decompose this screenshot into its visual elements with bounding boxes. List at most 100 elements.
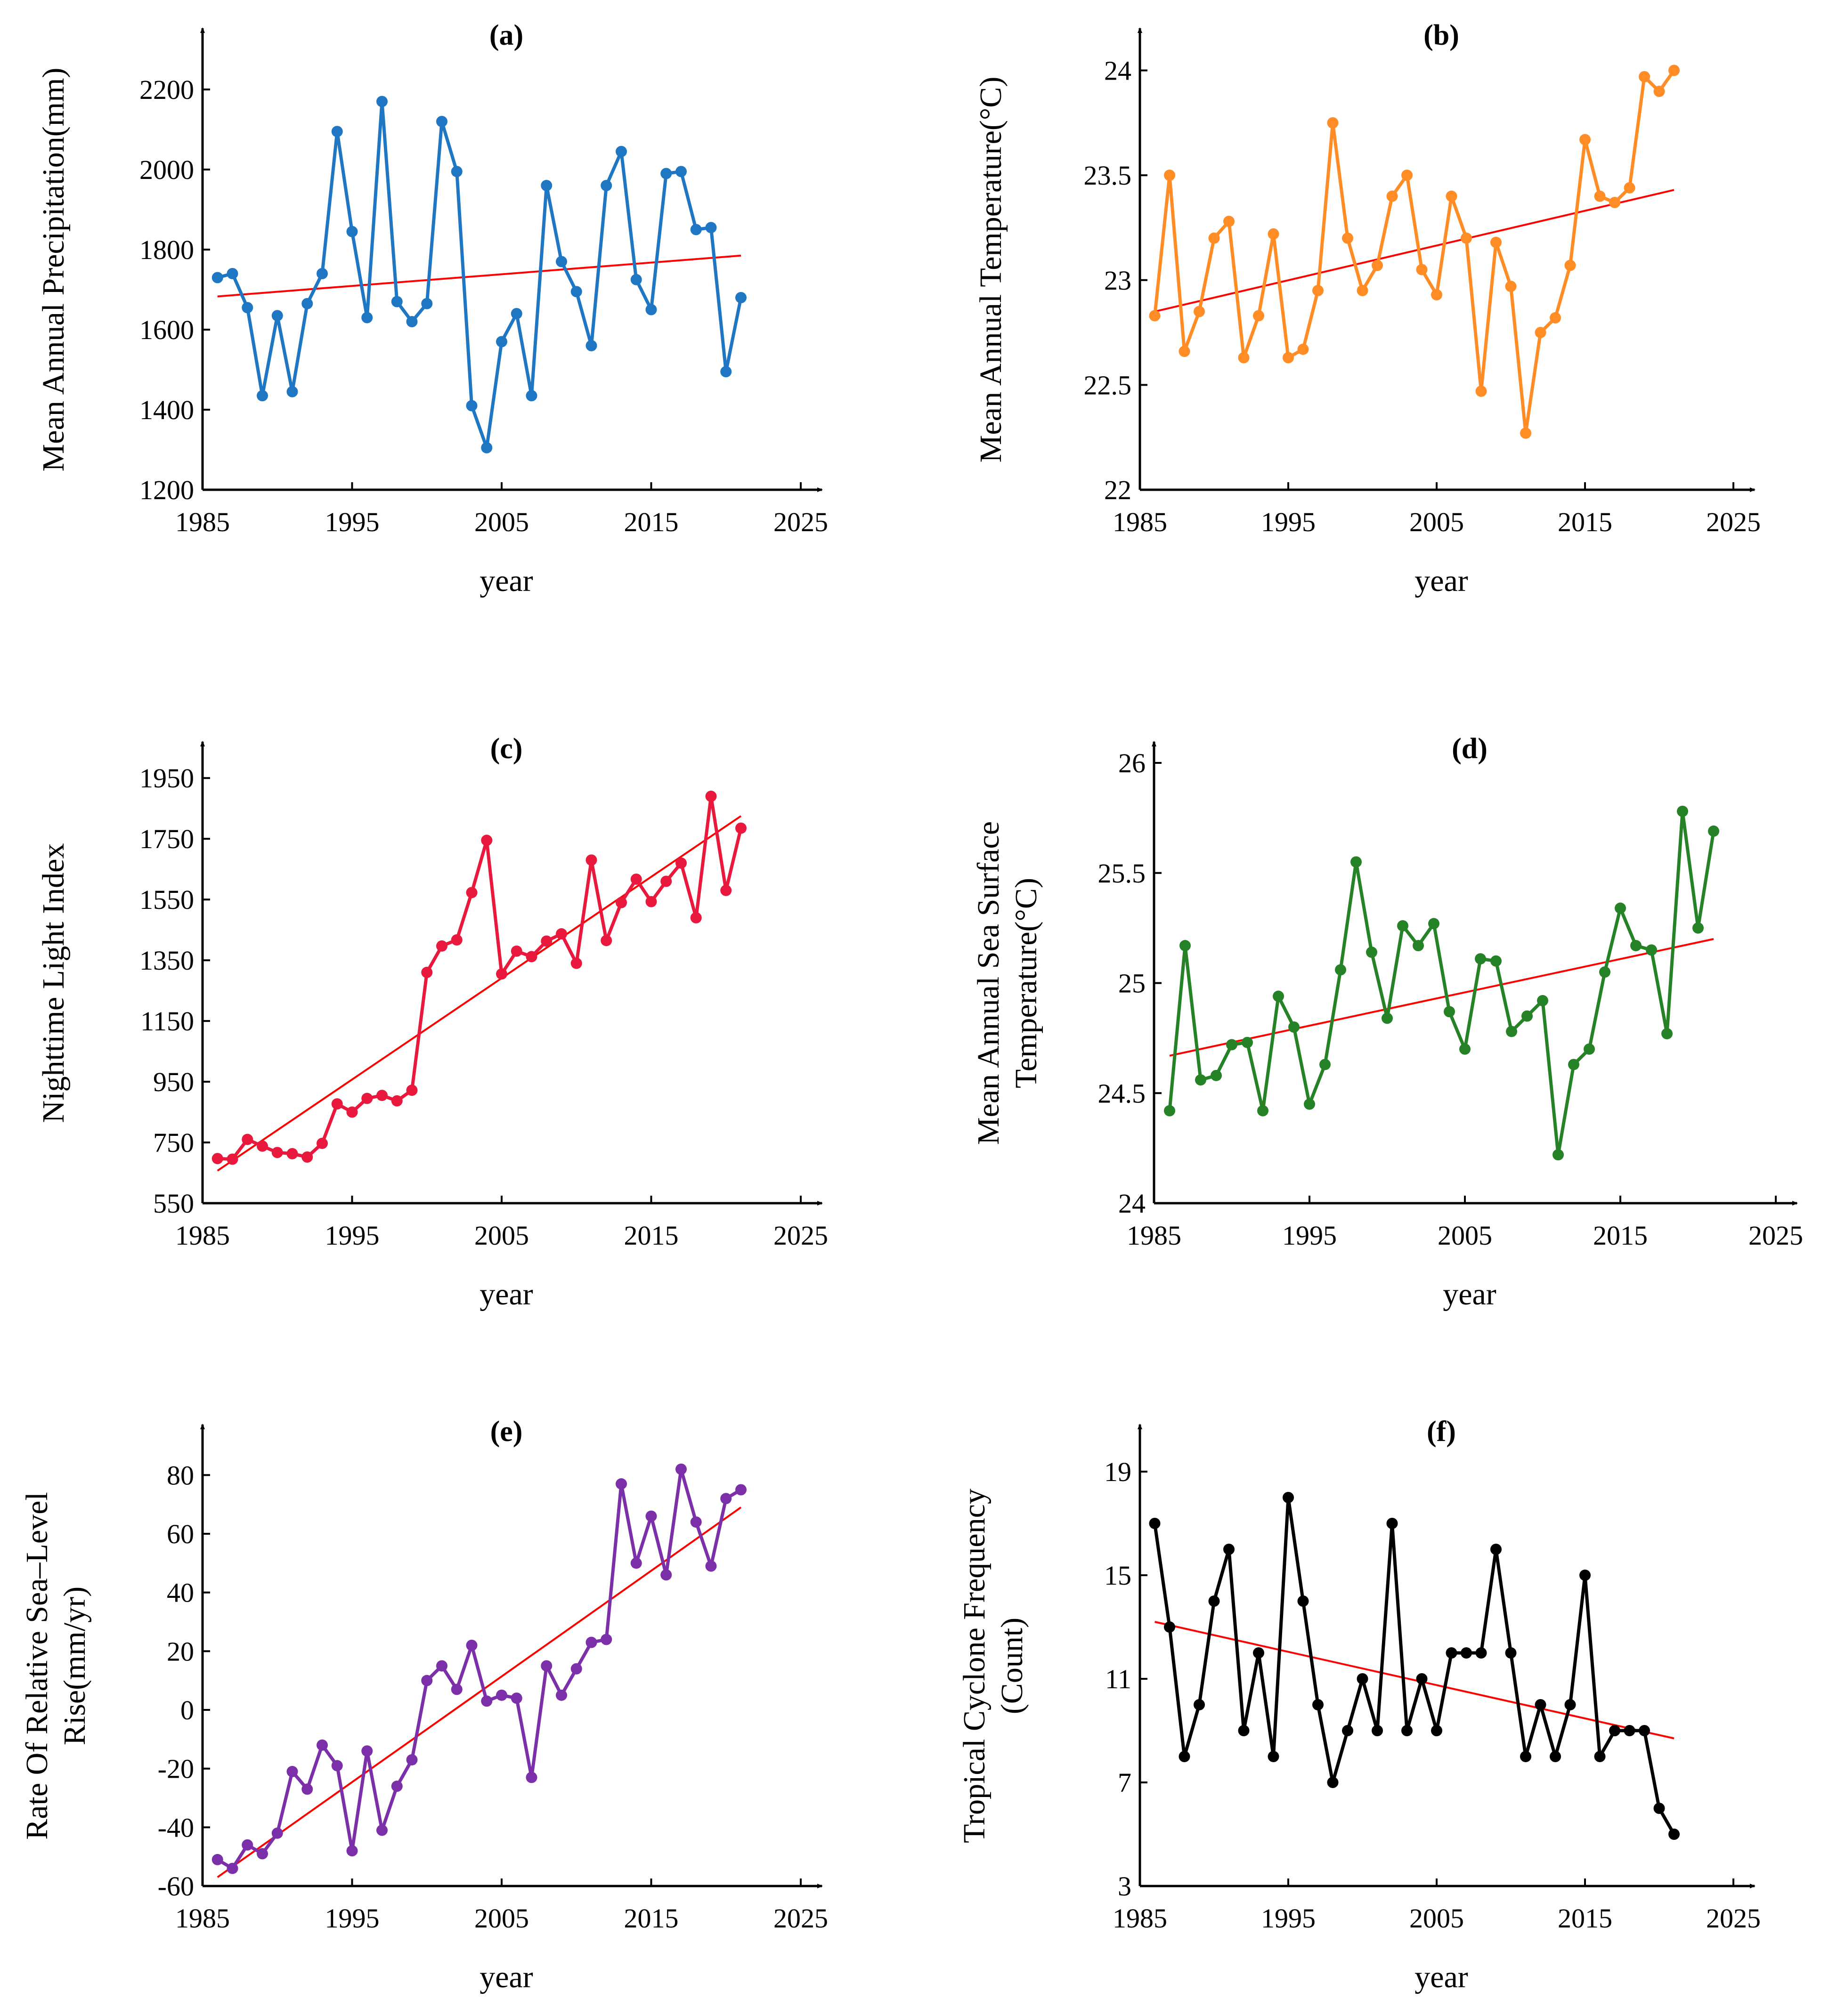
data-point xyxy=(601,935,612,947)
x-tick-label: 2005 xyxy=(474,1903,529,1934)
data-point xyxy=(1564,1699,1576,1710)
data-point xyxy=(1599,966,1610,978)
data-point xyxy=(1179,346,1190,357)
data-point xyxy=(317,1739,328,1751)
data-point xyxy=(1459,1043,1471,1055)
data-point xyxy=(556,256,567,267)
data-point xyxy=(616,146,627,157)
data-point xyxy=(660,168,672,179)
data-point xyxy=(1223,216,1235,227)
data-point xyxy=(271,310,283,322)
data-point xyxy=(451,934,463,946)
data-point xyxy=(481,834,493,846)
y-tick-label: -40 xyxy=(158,1812,194,1843)
data-point xyxy=(361,1093,373,1104)
y-tick-label: 20 xyxy=(167,1636,194,1667)
y-tick-label: 2000 xyxy=(139,154,194,185)
data-point xyxy=(1535,327,1546,339)
data-point xyxy=(286,386,298,397)
data-point xyxy=(1372,259,1383,271)
data-point xyxy=(1297,343,1309,355)
trend-line xyxy=(217,815,742,1172)
data-point xyxy=(1416,1673,1428,1684)
panel-b: 22 22.5 23 23.5 24 1985 1995 2005 2015 2025 year Me… xyxy=(974,19,1761,598)
data-point xyxy=(1401,1725,1413,1736)
data-point xyxy=(1609,1725,1620,1736)
data-point xyxy=(331,1098,343,1110)
data-point xyxy=(391,296,403,308)
data-point xyxy=(496,336,507,348)
data-point xyxy=(1615,902,1626,914)
data-point xyxy=(1386,1518,1398,1529)
data-point xyxy=(1428,918,1439,930)
y-axis-label: Tropical Cyclone Frequency xyxy=(957,1489,992,1843)
y-axis-label: Mean Annual Precipitation(mm) xyxy=(36,68,71,472)
data-point xyxy=(526,1772,537,1783)
data-point xyxy=(1668,65,1680,76)
data-point xyxy=(675,1463,687,1475)
data-point xyxy=(301,1151,313,1163)
data-point xyxy=(376,96,388,107)
x-tick-label: 1995 xyxy=(1282,1220,1337,1251)
data-point xyxy=(317,268,328,279)
panel-e: -60 -40 -20 0 20 40 60 80 1985 1995 2005 2015 2025 ye… xyxy=(20,1416,828,1994)
data-point xyxy=(1564,259,1576,271)
data-point xyxy=(421,1675,433,1686)
data-point xyxy=(720,366,732,378)
y-tick-label: 1600 xyxy=(139,315,194,345)
data-point xyxy=(211,1854,223,1865)
data-point xyxy=(1475,385,1487,397)
data-point xyxy=(1242,1036,1253,1048)
data-point xyxy=(1223,1544,1235,1555)
data-point xyxy=(346,1845,358,1857)
data-point xyxy=(1283,1492,1294,1503)
data-point xyxy=(556,928,567,940)
y-tick-label: 23 xyxy=(1104,265,1131,296)
data-point xyxy=(1372,1725,1383,1736)
data-point xyxy=(361,312,373,324)
data-point xyxy=(481,1695,493,1707)
data-point xyxy=(585,340,597,351)
data-point xyxy=(1164,1621,1175,1633)
data-point xyxy=(317,1137,328,1149)
y-tick-label: 1950 xyxy=(139,763,194,793)
trend-line xyxy=(1154,1621,1675,1740)
data-point xyxy=(1639,71,1650,82)
x-tick-label: 2025 xyxy=(1748,1220,1803,1251)
data-point xyxy=(242,1133,253,1145)
x-axis-label: year xyxy=(1415,1960,1468,1994)
data-point xyxy=(705,222,717,234)
x-tick-label: 1995 xyxy=(325,1220,380,1251)
data-point xyxy=(1257,1105,1268,1117)
data-point xyxy=(1357,285,1368,297)
y-tick-label: 11 xyxy=(1105,1664,1131,1694)
y-tick-label: -60 xyxy=(158,1871,194,1902)
y-tick-label: 1750 xyxy=(139,824,194,854)
trend-line xyxy=(217,254,741,298)
y-tick-label: 25.5 xyxy=(1098,858,1146,889)
data-point xyxy=(257,1140,268,1152)
y-axis-label: Rate Of Relative Sea–Level xyxy=(20,1492,54,1840)
data-point xyxy=(1490,1544,1502,1555)
data-point xyxy=(1630,940,1642,952)
data-point xyxy=(1304,1098,1315,1110)
x-tick-label: 1985 xyxy=(1113,1903,1167,1934)
data-point xyxy=(1677,805,1688,817)
series-line xyxy=(1153,69,1675,435)
x-tick-label: 2015 xyxy=(1558,1903,1612,1934)
data-point xyxy=(645,1510,657,1522)
data-point xyxy=(1312,285,1324,297)
data-point xyxy=(391,1095,403,1107)
data-point xyxy=(421,298,433,309)
data-point xyxy=(331,1760,343,1772)
data-point xyxy=(1646,944,1657,956)
data-point xyxy=(436,1660,447,1672)
x-tick-label: 2005 xyxy=(1409,507,1464,537)
x-tick-label: 2015 xyxy=(1558,507,1612,537)
y-tick-label: 23.5 xyxy=(1084,160,1132,191)
y-tick-label: -20 xyxy=(158,1754,194,1784)
data-point xyxy=(1661,1028,1673,1040)
data-point xyxy=(1164,170,1175,181)
trend-line xyxy=(1154,189,1675,313)
x-tick-label: 2025 xyxy=(1706,507,1761,537)
